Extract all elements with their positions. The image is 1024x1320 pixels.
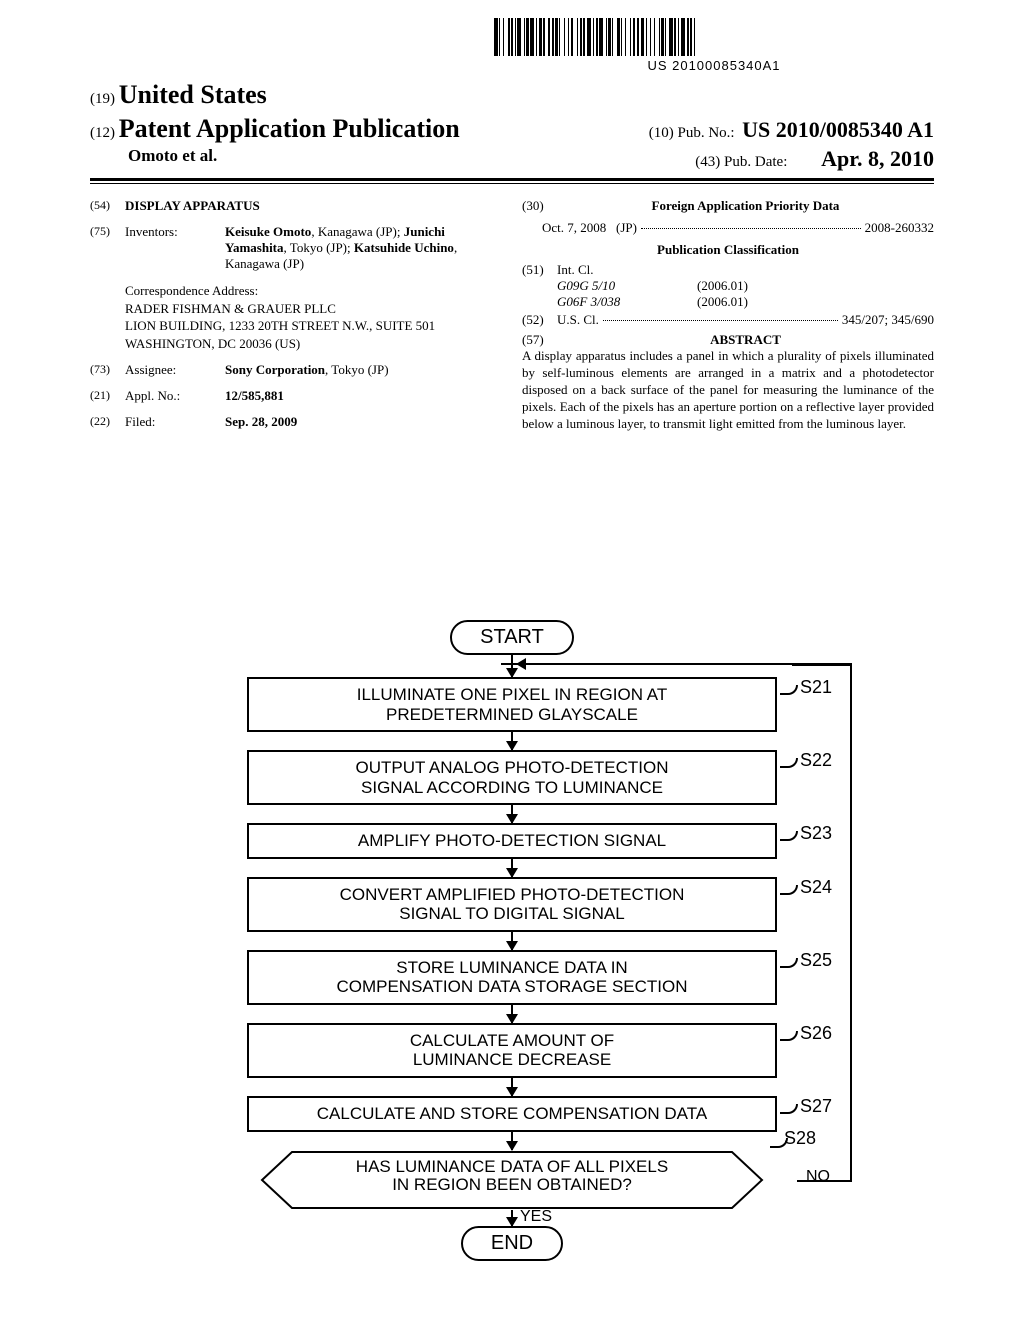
intcl-item-2: G06F 3/038 (2006.01) [557,294,934,310]
feedback-line [792,664,852,1180]
right-column: (30) Foreign Application Priority Data O… [522,198,934,440]
corr-line3: WASHINGTON, DC 20036 (US) [125,335,502,353]
arrow-down-icon [511,805,513,823]
barcode-text: US 20100085340A1 [494,58,934,73]
left-column: (54) DISPLAY APPARATUS (75) Inventors: K… [90,198,502,440]
intcl-item-1: G09G 5/10 (2006.01) [557,278,934,294]
filed-value: Sep. 28, 2009 [225,414,502,430]
applno-field: (21) Appl. No.: 12/585,881 [90,388,502,404]
filed-code: (22) [90,414,125,430]
pubclass-title: Publication Classification [522,242,934,258]
inventors-label: Inventors: [125,224,225,272]
header-pubno: (10) Pub. No.: US 2010/0085340 A1 [649,117,934,143]
flowchart-step: CALCULATE AND STORE COMPENSATION DATA [247,1096,777,1132]
header-rule-thick [90,178,934,181]
intcl-2: G06F 3/038 [557,294,697,310]
correspondence-block: Correspondence Address: RADER FISHMAN & … [125,282,502,352]
pubdate-label: Pub. Date: [724,154,787,170]
kind-name: Patent Application Publication [119,114,460,143]
assignee-field: (73) Assignee: Sony Corporation, Tokyo (… [90,362,502,378]
assignee-code: (73) [90,362,125,378]
header-authors: Omoto et al. [128,146,217,172]
arrow-down-icon [511,1132,513,1150]
applno-label: Appl. No.: [125,388,225,404]
intcl-1-ver: (2006.01) [697,278,748,294]
uscl-val: 345/207; 345/690 [842,312,934,328]
flowchart: START ILLUMINATE ONE PIXEL IN REGION ATPR… [192,620,832,1261]
foreign-country: (JP) [616,220,637,236]
title-field: (54) DISPLAY APPARATUS [90,198,502,214]
uscl-row: (52) U.S. Cl. 345/207; 345/690 [522,312,934,328]
barcode-icon [494,18,934,56]
arrow-down-icon [511,1078,513,1096]
header-country: (19) United States [90,80,934,110]
bibliographic-columns: (54) DISPLAY APPARATUS (75) Inventors: K… [90,198,934,440]
flowchart-step: CALCULATE AMOUNT OFLUMINANCE DECREASE [247,1023,777,1078]
foreign-header: (30) Foreign Application Priority Data [522,198,934,214]
pubdate-code: (43) [695,154,720,170]
foreign-num: 2008-260332 [865,220,934,236]
filed-field: (22) Filed: Sep. 28, 2009 [90,414,502,430]
pubdate-value: Apr. 8, 2010 [821,146,934,171]
filed-label: Filed: [125,414,225,430]
intcl-row: (51) Int. Cl. [522,262,934,278]
header-pubdate: (43) Pub. Date: Apr. 8, 2010 [695,146,934,172]
intcl-label: Int. Cl. [557,262,593,278]
intcl-code: (51) [522,262,557,278]
foreign-code: (30) [522,198,557,214]
title-code: (54) [90,198,125,214]
barcode-block: US 20100085340A1 [494,18,934,73]
foreign-priority-row: Oct. 7, 2008 (JP) 2008-260332 [542,220,934,236]
intcl-2-ver: (2006.01) [697,294,748,310]
pubno-label: Pub. No.: [677,125,734,141]
arrow-down-icon [511,665,513,677]
intcl-1: G09G 5/10 [557,278,697,294]
corr-line1: RADER FISHMAN & GRAUER PLLC [125,300,502,318]
abstract-title: ABSTRACT [557,332,934,348]
pubno-value: US 2010/0085340 A1 [742,117,934,142]
corr-line2: LION BUILDING, 1233 20TH STREET N.W., SU… [125,317,502,335]
flowchart-step: STORE LUMINANCE DATA INCOMPENSATION DATA… [247,950,777,1005]
abstract-header: (57) ABSTRACT [522,332,934,348]
inventors-value: Keisuke Omoto, Kanagawa (JP); Junichi Ya… [225,224,502,272]
assignee-value: Sony Corporation, Tokyo (JP) [225,362,502,378]
flowchart-start: START [450,620,574,655]
country-name: United States [119,80,267,109]
feedback-line-top [522,663,852,665]
abstract-code: (57) [522,332,557,348]
assignee-label: Assignee: [125,362,225,378]
arrow-down-icon [511,732,513,750]
arrow-down-icon [511,1005,513,1023]
flowchart-step: OUTPUT ANALOG PHOTO-DETECTIONSIGNAL ACCO… [247,750,777,805]
header-rule-thin [90,183,934,184]
document-header: (19) United States (12) Patent Applicati… [90,80,934,184]
inventors-field: (75) Inventors: Keisuke Omoto, Kanagawa … [90,224,502,272]
applno-value: 12/585,881 [225,388,502,404]
header-kind: (12) Patent Application Publication [90,114,460,144]
uscl-label: U.S. Cl. [557,312,599,328]
flowchart-step: ILLUMINATE ONE PIXEL IN REGION ATPREDETE… [247,677,777,732]
feedback-line-bottom [797,1180,852,1182]
kind-code: (12) [90,125,115,141]
foreign-title: Foreign Application Priority Data [557,198,934,214]
flowchart-decision: HAS LUMINANCE DATA OF ALL PIXELSIN REGIO… [232,1150,792,1210]
uscl-code: (52) [522,312,557,328]
inventors-code: (75) [90,224,125,272]
flowchart-step: AMPLIFY PHOTO-DETECTION SIGNAL [247,823,777,859]
flowchart-end: END [461,1226,563,1261]
foreign-date: Oct. 7, 2008 [542,220,606,236]
arrow-down-icon [511,1210,513,1226]
arrow-down-icon [511,932,513,950]
applno-code: (21) [90,388,125,404]
corr-label: Correspondence Address: [125,282,502,300]
country-code: (19) [90,91,115,107]
flowchart-step: CONVERT AMPLIFIED PHOTO-DETECTIONSIGNAL … [247,877,777,932]
patent-title: DISPLAY APPARATUS [125,198,502,214]
abstract-text: A display apparatus includes a panel in … [522,348,934,432]
arrow-down-icon [511,859,513,877]
decision-yes-label: YES [520,1208,552,1226]
pubno-code: (10) [649,125,674,141]
